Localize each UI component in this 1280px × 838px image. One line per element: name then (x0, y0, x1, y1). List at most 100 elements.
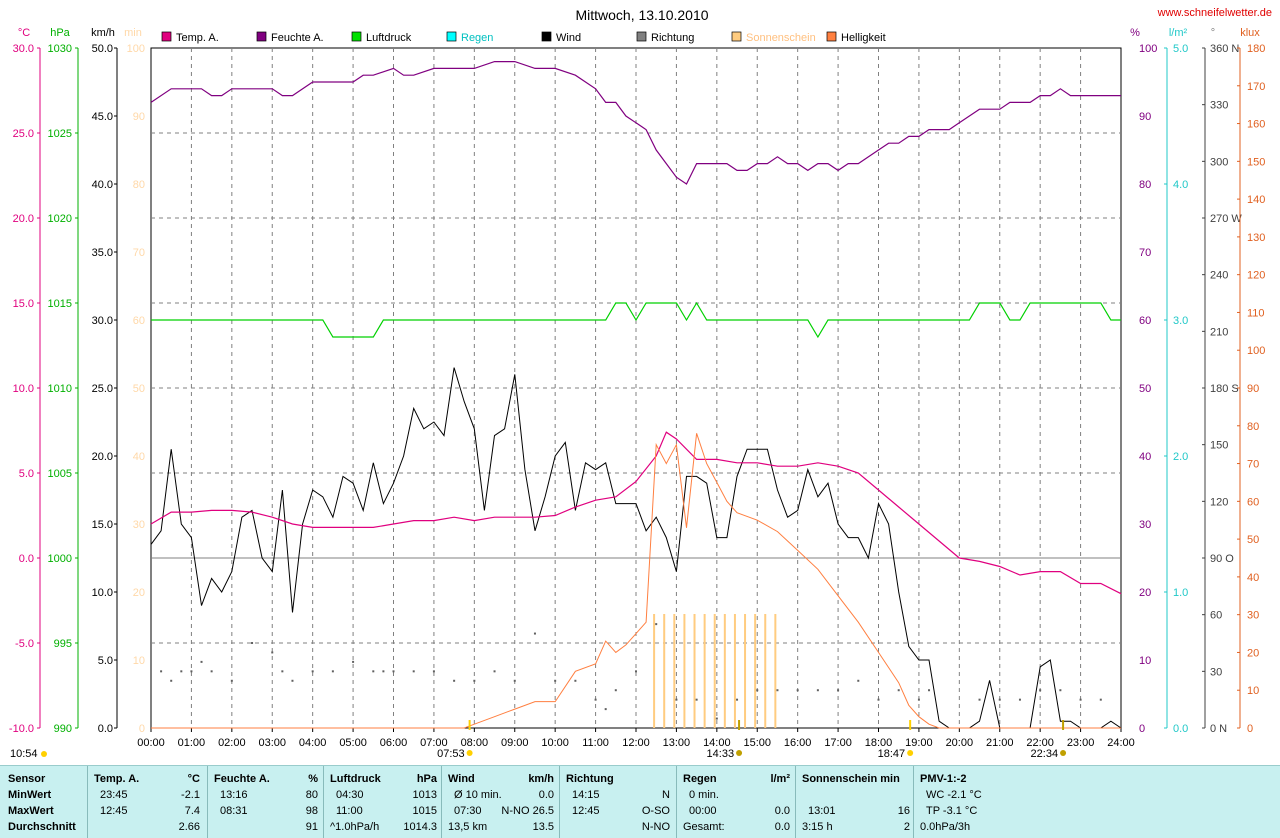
direction-point (281, 670, 284, 673)
sunrise-icon (466, 750, 473, 756)
column-divider (323, 766, 324, 838)
max-value: 1015 (412, 805, 437, 817)
temp-tick-label: 10.0 (13, 383, 34, 395)
wind-unit: km/h (91, 27, 115, 39)
sunmin-tick-label: 20 (133, 587, 145, 599)
direction-point (675, 698, 678, 701)
direction-point (655, 623, 658, 626)
group-header: Wind (448, 773, 475, 785)
time-tick-label: 03:00 (258, 737, 286, 749)
max-value: 16 (897, 805, 910, 817)
group-header: Luftdruck (330, 773, 381, 785)
direction-point (877, 698, 880, 701)
temp-tick-label: -5.0 (15, 638, 34, 650)
direction-point (513, 679, 516, 682)
moonrise-icon (736, 750, 743, 756)
direction-point (210, 670, 213, 673)
brightness-tick-label: 100 (1247, 345, 1265, 357)
min-value: 80 (305, 789, 318, 801)
max-time: TP -3.1 °C (926, 805, 978, 817)
direction-point (554, 679, 557, 682)
legend-label: Helligkeit (841, 32, 886, 44)
brightness-tick-label: 140 (1247, 194, 1265, 206)
brightness-tick-label: 80 (1247, 421, 1259, 433)
row-label: MinWert (8, 789, 52, 801)
series (150, 61, 1122, 729)
chart-title: Mittwoch, 13.10.2010 (575, 7, 708, 23)
pressure-tick-label: 995 (54, 638, 72, 650)
direction-point (1059, 689, 1062, 692)
sunrise-label: 07:53 (437, 748, 465, 760)
min-value: -2.1 (181, 789, 200, 801)
min-time: 04:30 (336, 789, 364, 801)
column-divider (559, 766, 560, 838)
avg-value: 13.5 (532, 821, 554, 833)
grid (151, 48, 1121, 728)
direction-point (493, 670, 496, 673)
direction-point (796, 689, 799, 692)
direction-point (897, 689, 900, 692)
group-header: Sonnenschein min (802, 773, 900, 785)
max-value: 7.4 (184, 805, 200, 817)
pressure-tick-label: 1005 (48, 468, 72, 480)
direction-point (816, 689, 819, 692)
time-tick-label: 24:00 (1107, 737, 1135, 749)
direction-tick-label: 270 W (1210, 213, 1242, 225)
avg-label: Gesamt: (683, 821, 725, 833)
legend-swatch (636, 31, 647, 42)
min-value: 1013 (412, 789, 437, 801)
temp-unit: °C (18, 27, 30, 39)
direction-point (604, 708, 607, 711)
legend-label: Regen (461, 32, 493, 44)
min-time: 14:15 (572, 789, 600, 801)
max-time: 07:30 (454, 805, 482, 817)
markers: 07:53 18:47 14:33 22:34 10:54 (10, 720, 1067, 760)
wind-tick-label: 25.0 (92, 383, 113, 395)
direction-point (412, 670, 415, 673)
group-header: Regen (683, 773, 717, 785)
pressure-tick-label: 1025 (48, 128, 72, 140)
time-tick-label: 05:00 (339, 737, 367, 749)
series-temp-a (150, 431, 1122, 595)
sunmin-tick-label: 80 (133, 179, 145, 191)
legend-swatch (351, 31, 362, 42)
max-value: N-NO 26.5 (501, 805, 554, 817)
sunmin-tick-label: 60 (133, 315, 145, 327)
temp-tick-label: 5.0 (19, 468, 34, 480)
weather-chart: Mittwoch, 13.10.2010 www.schneifelwetter… (9, 7, 1272, 760)
temp-tick-label: 30.0 (13, 43, 34, 55)
column-divider (441, 766, 442, 838)
direction-point (614, 689, 617, 692)
rain-tick-label: 3.0 (1173, 315, 1188, 327)
direction-point (635, 670, 637, 673)
direction-point (473, 679, 476, 682)
direction-point (756, 689, 759, 692)
humidity-unit: % (1130, 27, 1140, 39)
time-tick-label: 08:00 (461, 737, 489, 749)
direction-tick-label: 60 (1210, 610, 1222, 622)
avg-value: 91 (305, 821, 318, 833)
humidity-tick-label: 60 (1139, 315, 1151, 327)
legend-label: Feuchte A. (271, 32, 324, 44)
max-value: O-SO (641, 805, 670, 817)
legend-label: Temp. A. (176, 32, 219, 44)
rain-tick-label: 5.0 (1173, 43, 1188, 55)
direction-point (1039, 689, 1042, 692)
legend-swatch (256, 31, 267, 42)
pressure-tick-label: 1030 (48, 43, 72, 55)
wind-tick-label: 20.0 (92, 451, 113, 463)
time-tick-label: 20:00 (946, 737, 974, 749)
min-value: N (662, 789, 670, 801)
direction-point (594, 698, 597, 701)
moonset-icon (1060, 750, 1067, 756)
group-unit: hPa (416, 773, 437, 785)
direction-point (857, 679, 860, 682)
direction-point (1099, 698, 1102, 701)
site-url[interactable]: www.schneifelwetter.de (1157, 7, 1272, 19)
wind-tick-label: 35.0 (92, 247, 113, 259)
temp-tick-label: -10.0 (9, 723, 34, 735)
direction-point (917, 698, 920, 701)
column-divider (795, 766, 796, 838)
direction-point (170, 679, 173, 682)
brightness-tick-label: 90 (1247, 383, 1259, 395)
